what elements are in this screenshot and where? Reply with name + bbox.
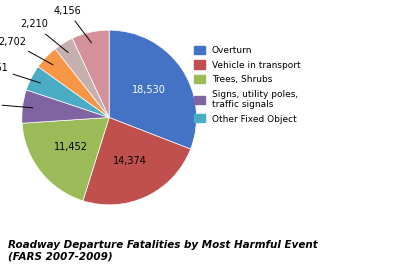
Text: Roadway Departure Fatalities by Most Harmful Event
(FARS 2007-2009): Roadway Departure Fatalities by Most Har… <box>8 240 318 262</box>
Wedge shape <box>22 117 109 201</box>
Text: 3,694: 3,694 <box>0 99 33 109</box>
Wedge shape <box>22 90 109 123</box>
Wedge shape <box>55 38 109 117</box>
Text: 18,530: 18,530 <box>132 85 166 95</box>
Wedge shape <box>26 67 109 117</box>
Text: 2,210: 2,210 <box>20 19 68 53</box>
Wedge shape <box>109 30 197 149</box>
Wedge shape <box>72 30 109 117</box>
Text: 2,702: 2,702 <box>0 37 53 65</box>
Legend: Overturn, Vehicle in transport, Trees, Shrubs, Signs, utility poles,
traffic sig: Overturn, Vehicle in transport, Trees, S… <box>190 42 304 127</box>
Wedge shape <box>38 49 109 117</box>
Text: 11,452: 11,452 <box>54 142 89 152</box>
Wedge shape <box>83 117 191 205</box>
Text: 2,861: 2,861 <box>0 63 40 83</box>
Text: 14,374: 14,374 <box>113 156 147 166</box>
Text: 4,156: 4,156 <box>54 6 91 43</box>
